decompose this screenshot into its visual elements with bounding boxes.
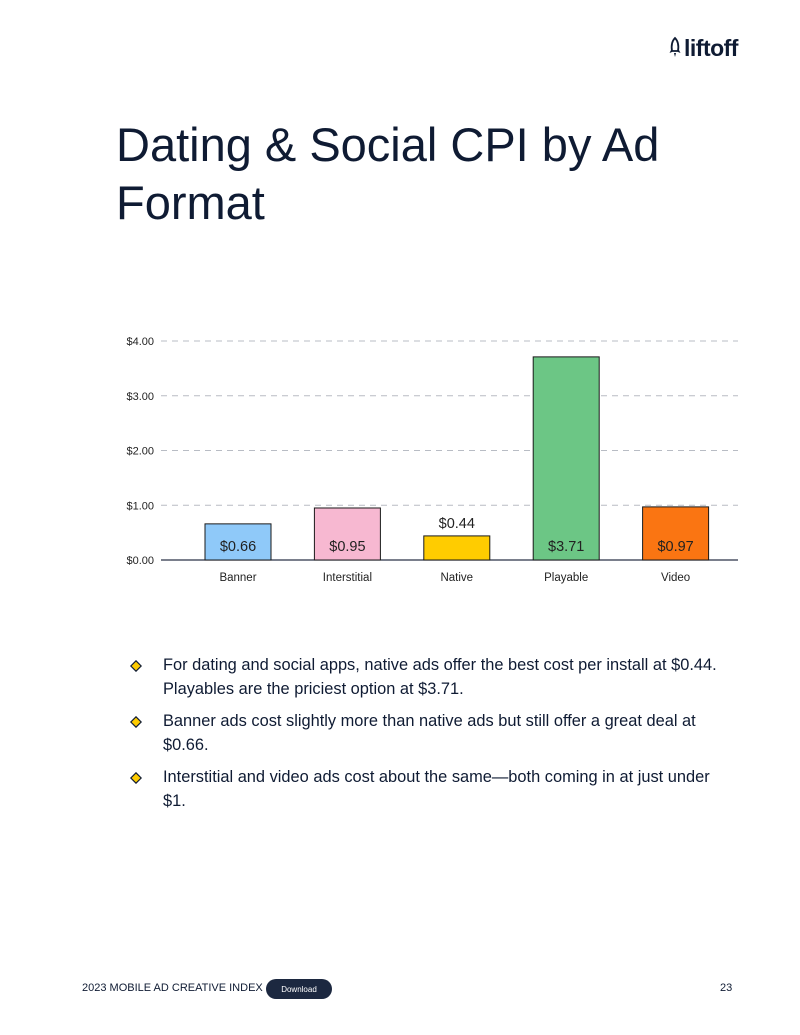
rocket-icon xyxy=(669,36,681,57)
x-tick-label: Interstitial xyxy=(323,572,372,584)
bullet-text: For dating and social apps, native ads o… xyxy=(163,656,717,698)
data-label: $0.95 xyxy=(329,539,365,555)
report-name: 2023 MOBILE AD CREATIVE INDEX xyxy=(82,982,263,994)
bar xyxy=(532,356,600,561)
y-tick-label: $3.00 xyxy=(126,391,154,403)
list-item: For dating and social apps, native ads o… xyxy=(130,654,730,701)
x-tick-label: Video xyxy=(661,572,690,584)
page-title: Dating & Social CPI by Ad Format xyxy=(116,118,660,229)
x-tick-label: Native xyxy=(440,572,473,584)
diamond-icon xyxy=(130,716,142,728)
bullet-list: For dating and social apps, native ads o… xyxy=(130,654,730,822)
data-label: $0.66 xyxy=(220,539,256,555)
bar xyxy=(423,535,491,561)
data-label: $3.71 xyxy=(548,539,584,555)
logo-text: liftoff xyxy=(684,34,738,61)
y-tick-label: $1.00 xyxy=(126,500,154,512)
bar xyxy=(313,507,381,561)
list-item: Banner ads cost slightly more than nativ… xyxy=(130,710,730,757)
bar xyxy=(204,523,272,561)
liftoff-logo: liftoff xyxy=(668,33,748,63)
download-button[interactable]: Download xyxy=(266,979,332,999)
list-item: Interstitial and video ads cost about th… xyxy=(130,766,730,813)
page-number: 23 xyxy=(720,982,733,994)
bar-chart: $0.00 $1.00 $2.00 $3.00 $4.00 $0.66 Banner $0.9… xyxy=(126,336,738,584)
data-label: $0.44 xyxy=(439,516,475,532)
y-tick-label: $0.00 xyxy=(126,555,154,567)
x-tick-label: Banner xyxy=(219,572,256,584)
bullet-text: Banner ads cost slightly more than nativ… xyxy=(163,712,696,754)
bullet-text: Interstitial and video ads cost about th… xyxy=(163,768,710,810)
data-label: $0.97 xyxy=(657,539,693,555)
y-tick-label: $2.00 xyxy=(126,446,154,458)
diamond-icon xyxy=(130,772,142,784)
bar xyxy=(642,506,710,561)
diamond-icon xyxy=(130,660,142,672)
x-tick-label: Playable xyxy=(544,572,588,584)
y-tick-label: $4.00 xyxy=(126,336,154,348)
